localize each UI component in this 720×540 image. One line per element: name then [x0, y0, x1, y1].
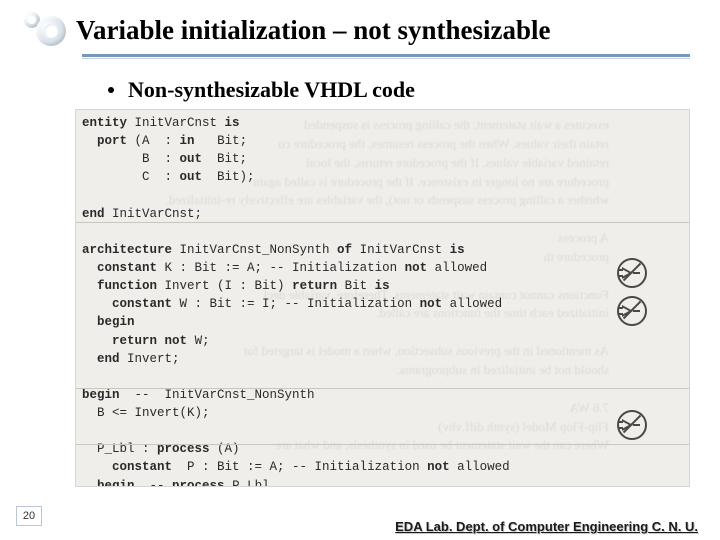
- code-separator: [76, 388, 689, 389]
- title-bullet-icon: [22, 12, 68, 48]
- title-underline: [82, 54, 690, 57]
- slide-title: Variable initialization – not synthesiza…: [68, 15, 551, 46]
- no-synthesis-icon: [617, 258, 647, 288]
- footer-text: EDA Lab. Dept. of Computer Engineering C…: [395, 519, 698, 534]
- code-separator: [76, 222, 689, 223]
- code-separator: [76, 444, 689, 445]
- bullet-dot-icon: [108, 87, 114, 93]
- page-number: 20: [23, 510, 35, 522]
- title-row: Variable initialization – not synthesiza…: [0, 12, 720, 48]
- sub-bullet-text: Non-synthesizable VHDL code: [128, 77, 415, 103]
- sub-bullet: Non-synthesizable VHDL code: [108, 77, 720, 103]
- code-figure: executes a wait statement, the calling p…: [75, 109, 690, 487]
- title-underline-thin: [82, 58, 690, 59]
- slide: Variable initialization – not synthesiza…: [0, 0, 720, 540]
- page-number-box: 20: [16, 506, 42, 526]
- no-synthesis-icon: [617, 410, 647, 440]
- vhdl-code: entity InitVarCnst is port (A : in Bit; …: [76, 110, 689, 487]
- no-synthesis-icon: [617, 296, 647, 326]
